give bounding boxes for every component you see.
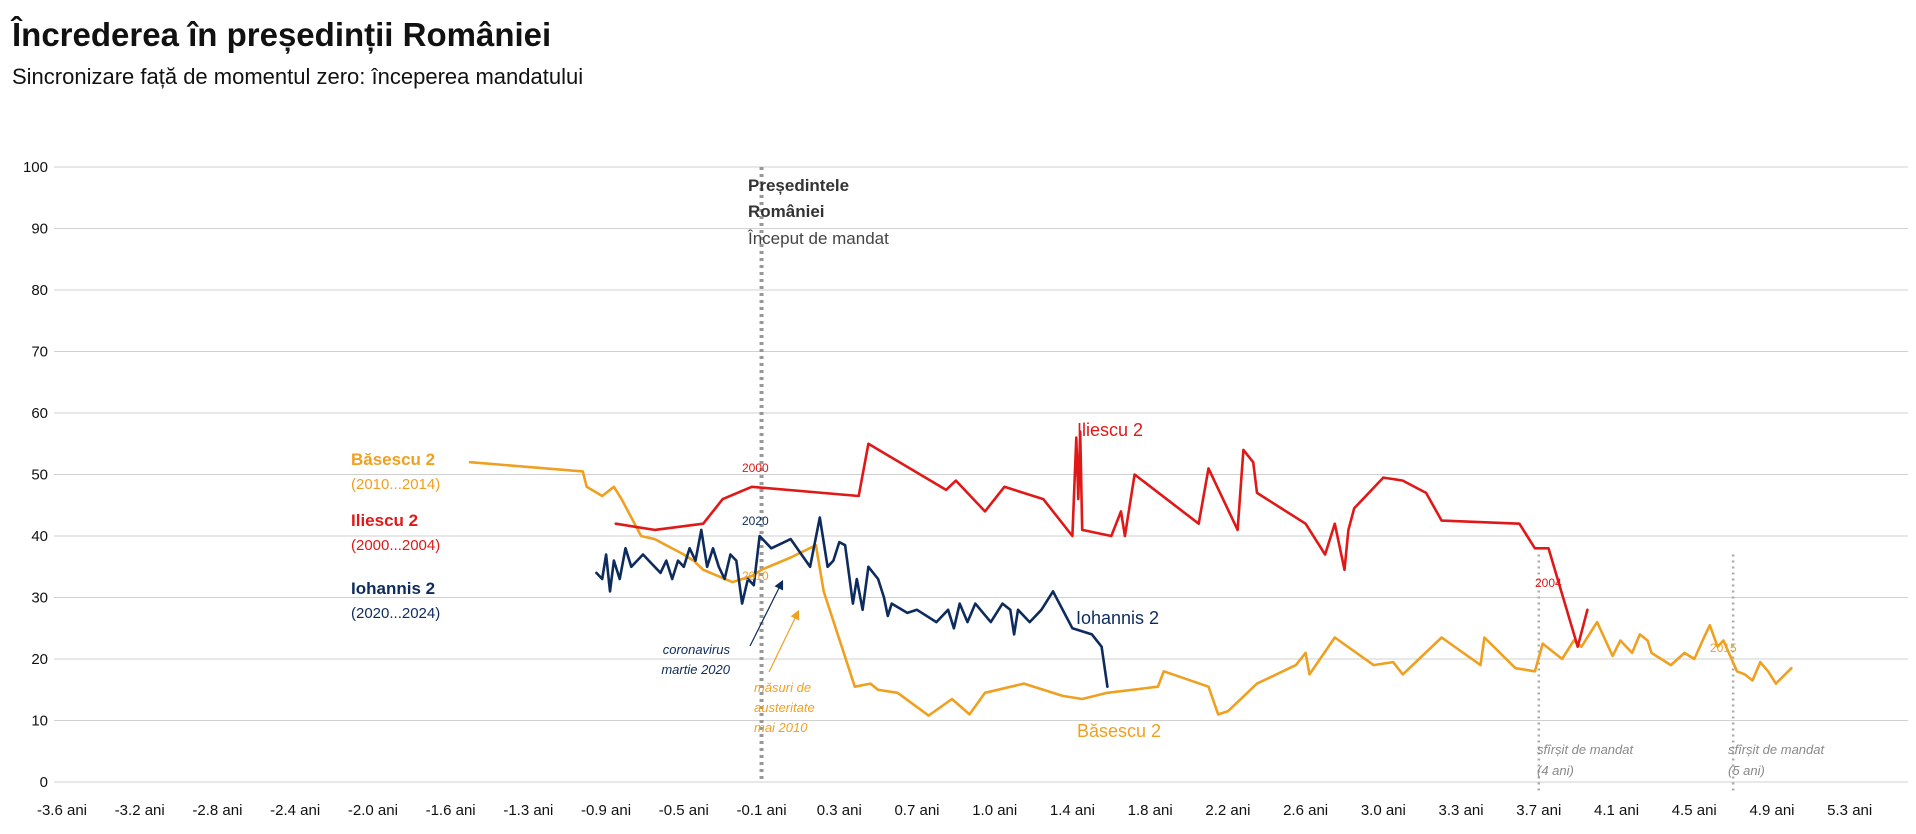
x-tick-label: -3.6 ani [37,802,87,819]
y-tick-label: 0 [40,774,48,791]
y-tick-label: 100 [23,159,48,176]
end-mandate-4-label-1: sfîrșit de mandat [1537,742,1634,757]
legend-basescu-period: (2010...2014) [351,476,440,493]
chart-title: Încrederea în președinții României [12,16,552,53]
year-label-2015: 2015 [1710,641,1737,655]
y-tick-label: 20 [31,651,48,668]
year-label-2020: 2020 [742,514,769,528]
legend-iohannis-name: Iohannis 2 [351,579,435,598]
y-tick-label: 30 [31,590,48,607]
x-tick-label: 2.6 ani [1283,802,1328,819]
end-mandate-4-label-2: (4 ani) [1537,763,1574,778]
austerity-annotation-1: măsuri de [754,680,811,695]
series-label-iohannis: Iohannis 2 [1076,608,1159,628]
y-tick-label: 60 [31,405,48,422]
x-tick-label: 1.4 ani [1050,802,1095,819]
legend-basescu-name: Băsescu 2 [351,450,435,469]
y-tick-label: 50 [31,467,48,484]
x-tick-label: 4.1 ani [1594,802,1639,819]
x-tick-label: -3.2 ani [115,802,165,819]
x-tick-label: -0.9 ani [581,802,631,819]
x-tick-label: -2.4 ani [270,802,320,819]
x-tick-label: -0.5 ani [659,802,709,819]
series-line-iliescu-2 [614,430,1589,649]
end-mandate-5-label-1: sfîrșit de mandat [1728,742,1825,757]
x-tick-label: 4.9 ani [1749,802,1794,819]
y-tick-label: 40 [31,528,48,545]
year-label-2000: 2000 [742,461,769,475]
x-tick-label: 0.3 ani [817,802,862,819]
x-tick-label: -0.1 ani [737,802,787,819]
x-tick-label: 3.3 ani [1439,802,1484,819]
legend-iliescu-period: (2000...2004) [351,537,440,554]
x-tick-label: -2.8 ani [192,802,242,819]
year-label-2010: 2010 [742,569,769,583]
series-lines [468,430,1793,717]
mandate-start-sublabel: Început de mandat [747,229,889,248]
y-tick-label: 70 [31,344,48,361]
coronavirus-annotation-1: coronavirus [663,642,731,657]
x-tick-label: 3.7 ani [1516,802,1561,819]
austerity-arrow [768,609,800,673]
end-mandate-5-label-2: (5 ani) [1728,763,1765,778]
series-label-basescu: Băsescu 2 [1077,721,1161,741]
series-label-iliescu: Iliescu 2 [1077,420,1143,440]
mandate-start-label-2: României [748,202,825,221]
series-line-iohannis-2 [595,516,1109,689]
y-tick-label: 80 [31,282,48,299]
x-tick-label: -1.3 ani [503,802,553,819]
vertical-markers [759,167,1735,792]
x-tick-label: 2.2 ani [1205,802,1250,819]
y-tick-label: 90 [31,221,48,238]
x-tick-label: -2.0 ani [348,802,398,819]
x-tick-labels: -3.6 ani -3.2 ani -2.8 ani -2.4 ani -2.0 ani… [37,802,1872,819]
chart-subtitle: Sincronizare față de momentul zero: înce… [12,64,584,89]
y-tick-labels: 0 10 20 30 40 50 60 70 80 90 100 [23,159,48,791]
austerity-annotation-3: mai 2010 [754,720,808,735]
y-tick-label: 10 [31,713,48,730]
coronavirus-annotation-2: martie 2020 [661,662,730,677]
x-tick-label: 0.7 ani [894,802,939,819]
x-tick-label: 5.3 ani [1827,802,1872,819]
x-tick-label: 3.0 ani [1361,802,1406,819]
series-line-b-sescu-2 [468,460,1793,717]
legend-iliescu-name: Iliescu 2 [351,511,418,530]
x-tick-label: 1.8 ani [1128,802,1173,819]
legend-iohannis-period: (2020...2024) [351,605,440,622]
year-label-2004: 2004 [1535,576,1562,590]
x-tick-label: 1.0 ani [972,802,1017,819]
coronavirus-arrow [749,579,784,647]
austerity-annotation-2: austeritate [754,700,815,715]
mandate-start-label-1: Președintele [748,176,849,195]
x-tick-label: -1.6 ani [426,802,476,819]
x-tick-label: 4.5 ani [1672,802,1717,819]
grid-lines [54,166,1908,783]
